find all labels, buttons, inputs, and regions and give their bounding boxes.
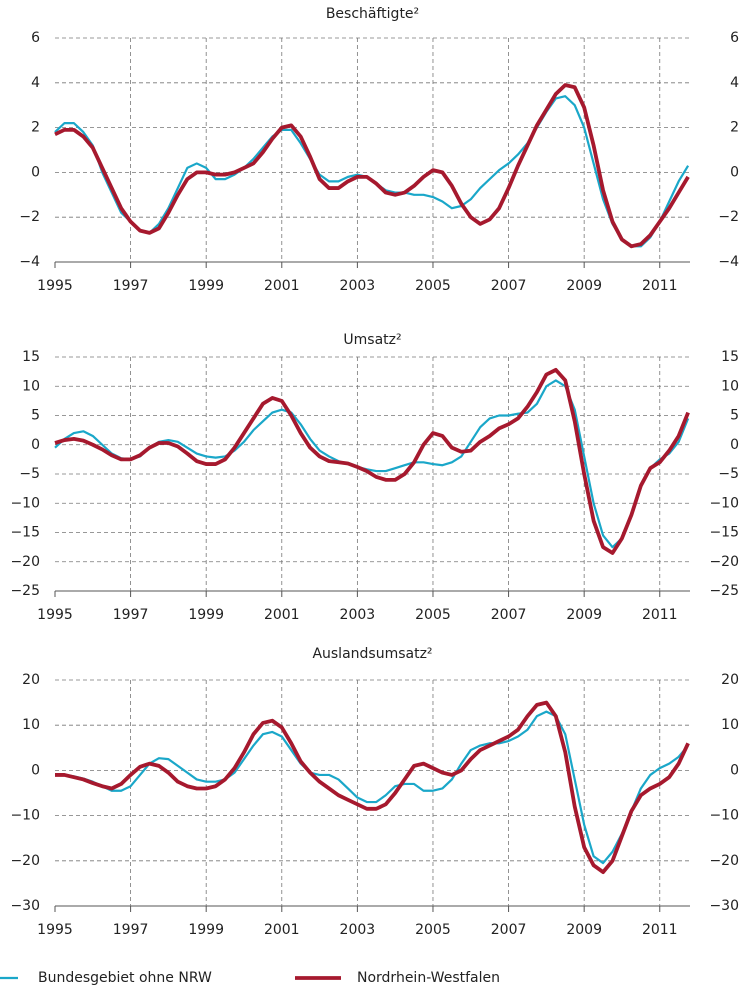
x-tick-label: 2001 bbox=[264, 278, 300, 294]
y-tick-label: 10 bbox=[22, 378, 40, 394]
y-tick-label: 15 bbox=[22, 349, 40, 365]
chart-title: Beschäftigte² bbox=[326, 6, 419, 22]
x-tick-label: 2007 bbox=[491, 922, 527, 938]
y2-tick-label: −2 bbox=[718, 209, 739, 225]
y2-tick-label: −10 bbox=[709, 495, 739, 511]
x-tick-label: 2005 bbox=[415, 278, 451, 294]
x-tick-label: 2005 bbox=[415, 607, 451, 623]
y2-tick-label: −30 bbox=[709, 898, 739, 914]
x-tick-label: 2009 bbox=[566, 922, 602, 938]
x-tick-label: 1999 bbox=[188, 607, 224, 623]
y-tick-label: 0 bbox=[31, 762, 40, 778]
y2-tick-label: −10 bbox=[709, 808, 739, 824]
x-tick-label: 2011 bbox=[642, 922, 678, 938]
y-tick-label: −10 bbox=[10, 808, 40, 824]
x-tick-label: 2001 bbox=[264, 922, 300, 938]
x-tick-label: 1995 bbox=[37, 278, 73, 294]
legend-label: Bundesgebiet ohne NRW bbox=[38, 970, 212, 986]
y2-tick-label: 15 bbox=[721, 349, 739, 365]
series-line bbox=[54, 83, 690, 249]
chart-title: Umsatz² bbox=[343, 332, 401, 348]
y2-tick-label: 5 bbox=[730, 408, 739, 424]
y2-tick-label: 4 bbox=[730, 75, 739, 91]
y-tick-label: 5 bbox=[31, 408, 40, 424]
y-tick-label: −2 bbox=[19, 209, 40, 225]
series-line bbox=[54, 95, 690, 248]
y2-tick-label: 10 bbox=[721, 378, 739, 394]
y-tick-label: −20 bbox=[10, 853, 40, 869]
x-tick-label: 2007 bbox=[491, 278, 527, 294]
y-tick-label: −30 bbox=[10, 898, 40, 914]
y2-tick-label: 20 bbox=[721, 672, 739, 688]
x-tick-label: 2011 bbox=[642, 278, 678, 294]
x-tick-label: 1995 bbox=[37, 607, 73, 623]
x-tick-label: 2009 bbox=[566, 607, 602, 623]
x-tick-label: 2003 bbox=[340, 607, 376, 623]
x-tick-label: 2011 bbox=[642, 607, 678, 623]
x-tick-label: 2003 bbox=[340, 278, 376, 294]
y-tick-label: 20 bbox=[22, 672, 40, 688]
x-tick-label: 2001 bbox=[264, 607, 300, 623]
series-line bbox=[55, 710, 689, 865]
y-tick-label: 10 bbox=[22, 717, 40, 733]
x-tick-label: 1999 bbox=[188, 922, 224, 938]
x-tick-label: 1997 bbox=[113, 922, 149, 938]
y2-tick-label: 10 bbox=[721, 717, 739, 733]
x-tick-label: 2003 bbox=[340, 922, 376, 938]
y2-tick-label: 2 bbox=[730, 120, 739, 136]
y-tick-label: 4 bbox=[31, 75, 40, 91]
y2-tick-label: −5 bbox=[718, 466, 739, 482]
series-line bbox=[55, 700, 690, 874]
y2-tick-label: −4 bbox=[718, 254, 739, 270]
y2-tick-label: 0 bbox=[730, 437, 739, 453]
x-tick-label: 2007 bbox=[491, 607, 527, 623]
y-tick-label: 0 bbox=[31, 437, 40, 453]
y2-tick-label: −20 bbox=[709, 853, 739, 869]
y-tick-label: 2 bbox=[31, 120, 40, 136]
legend-label: Nordrhein-Westfalen bbox=[357, 970, 500, 986]
x-tick-label: 1997 bbox=[113, 607, 149, 623]
y-tick-label: −25 bbox=[10, 583, 40, 599]
x-tick-label: 2009 bbox=[566, 278, 602, 294]
x-tick-label: 1999 bbox=[188, 278, 224, 294]
y2-tick-label: −15 bbox=[709, 525, 739, 541]
y2-tick-label: 0 bbox=[730, 164, 739, 180]
y-tick-label: −4 bbox=[19, 254, 40, 270]
y2-tick-label: 0 bbox=[730, 762, 739, 778]
y2-tick-label: −25 bbox=[709, 583, 739, 599]
series-line bbox=[54, 367, 690, 555]
y-tick-label: 6 bbox=[31, 30, 40, 46]
y-tick-label: −20 bbox=[10, 554, 40, 570]
y-tick-label: 0 bbox=[31, 164, 40, 180]
x-tick-label: 1995 bbox=[37, 922, 73, 938]
chart-title: Auslandsumsatz² bbox=[312, 646, 432, 662]
y2-tick-label: −20 bbox=[709, 554, 739, 570]
y2-tick-label: 6 bbox=[730, 30, 739, 46]
y-tick-label: −15 bbox=[10, 525, 40, 541]
x-tick-label: 2005 bbox=[415, 922, 451, 938]
y-tick-label: −10 bbox=[10, 495, 40, 511]
y-tick-label: −5 bbox=[19, 466, 40, 482]
x-tick-label: 1997 bbox=[113, 278, 149, 294]
